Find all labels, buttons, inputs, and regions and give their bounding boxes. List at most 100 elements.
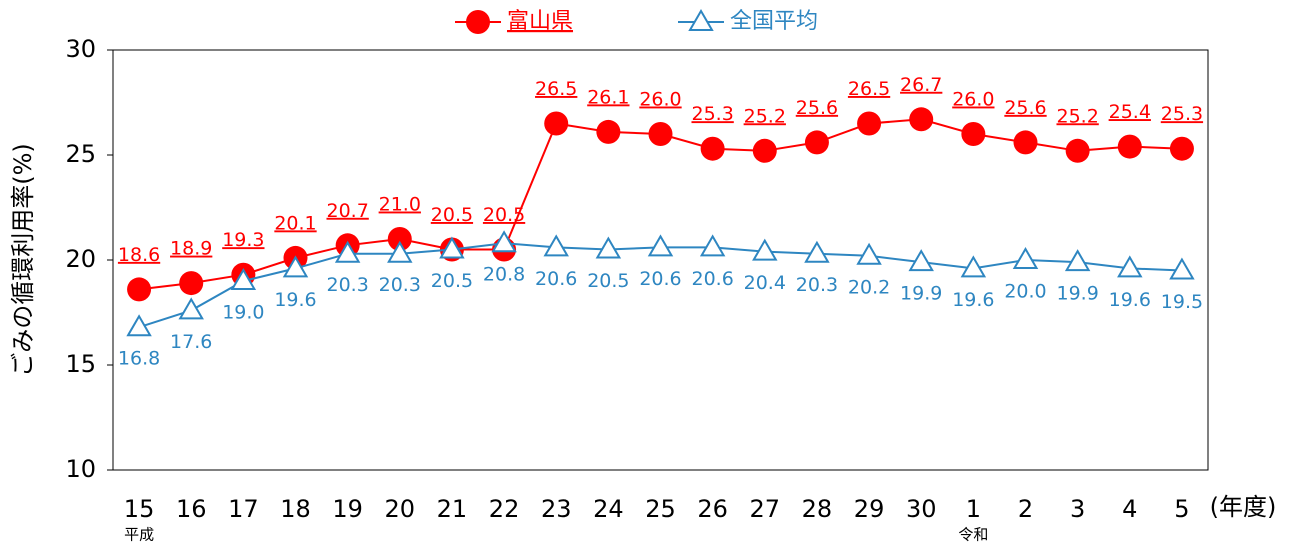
x-tick-label: 4 bbox=[1122, 495, 1137, 523]
data-point bbox=[127, 277, 152, 302]
data-point bbox=[1013, 130, 1038, 155]
data-point bbox=[491, 230, 517, 253]
x-tick-label: 2 bbox=[1018, 495, 1033, 523]
data-point bbox=[596, 119, 621, 144]
data-point bbox=[1169, 136, 1194, 161]
data-label: 20.1 bbox=[274, 212, 316, 234]
x-tick-label: 28 bbox=[802, 495, 833, 523]
data-point bbox=[439, 236, 465, 259]
data-label: 19.0 bbox=[222, 302, 264, 324]
data-point bbox=[804, 130, 829, 155]
data-point bbox=[857, 111, 882, 136]
x-axis-label: (年度) bbox=[1210, 493, 1277, 521]
data-point bbox=[1012, 247, 1039, 269]
data-label: 19.6 bbox=[952, 289, 994, 311]
y-tick-label: 25 bbox=[65, 140, 96, 168]
y-tick-label: 15 bbox=[65, 350, 96, 378]
x-tick-label: 15 bbox=[124, 495, 155, 523]
data-point bbox=[595, 236, 622, 259]
data-label: 26.0 bbox=[639, 89, 681, 111]
data-label: 26.1 bbox=[587, 86, 629, 108]
x-tick-label: 21 bbox=[437, 495, 468, 523]
legend-marker bbox=[688, 9, 714, 31]
data-point bbox=[1117, 255, 1143, 278]
data-label: 17.6 bbox=[170, 331, 212, 353]
x-tick-label: 27 bbox=[750, 495, 781, 523]
era-label: 平成 bbox=[124, 526, 154, 544]
x-tick-label: 18 bbox=[280, 495, 311, 523]
x-tick-label: 29 bbox=[854, 495, 885, 523]
data-label: 25.2 bbox=[744, 105, 786, 127]
data-label: 20.7 bbox=[326, 200, 368, 222]
data-label: 19.9 bbox=[900, 283, 942, 305]
data-label: 20.3 bbox=[379, 274, 421, 296]
data-label: 18.9 bbox=[170, 238, 212, 260]
data-point bbox=[752, 238, 778, 261]
x-tick-label: 22 bbox=[489, 495, 520, 523]
x-tick-label: 30 bbox=[906, 495, 937, 523]
data-point bbox=[179, 271, 204, 296]
y-axis-label: ごみの循環利用率(%) bbox=[9, 143, 37, 377]
x-tick-label: 26 bbox=[697, 495, 728, 523]
x-tick-label: 20 bbox=[385, 495, 416, 523]
data-point bbox=[178, 297, 204, 320]
x-tick-label: 19 bbox=[332, 495, 363, 523]
data-label: 20.5 bbox=[431, 270, 473, 292]
data-point bbox=[543, 234, 569, 257]
data-label: 20.5 bbox=[483, 204, 525, 226]
data-point bbox=[1117, 134, 1142, 159]
data-label: 19.6 bbox=[274, 289, 316, 311]
data-point bbox=[544, 111, 569, 136]
y-tick-label: 10 bbox=[65, 455, 96, 483]
data-label: 25.2 bbox=[1056, 105, 1098, 127]
x-tick-label: 25 bbox=[645, 495, 676, 523]
data-label: 20.3 bbox=[796, 274, 838, 296]
data-label: 18.6 bbox=[118, 244, 160, 266]
data-point bbox=[647, 234, 674, 257]
legend-marker bbox=[466, 10, 490, 34]
data-label: 21.0 bbox=[379, 194, 421, 216]
x-tick-label: 3 bbox=[1070, 495, 1085, 523]
y-tick-label: 30 bbox=[65, 35, 96, 63]
y-tick-label: 20 bbox=[65, 245, 96, 273]
data-label: 19.3 bbox=[222, 229, 264, 251]
data-point bbox=[856, 242, 882, 265]
data-point bbox=[334, 240, 361, 263]
data-point bbox=[961, 122, 986, 146]
data-label: 20.6 bbox=[639, 268, 681, 290]
x-tick-label: 24 bbox=[593, 495, 624, 523]
data-label: 26.5 bbox=[535, 78, 577, 100]
data-label: 20.5 bbox=[431, 204, 473, 226]
data-label: 25.6 bbox=[796, 97, 838, 119]
data-label: 25.4 bbox=[1109, 101, 1151, 123]
data-label: 20.3 bbox=[326, 274, 368, 296]
data-point bbox=[648, 122, 673, 146]
data-label: 20.8 bbox=[483, 264, 525, 286]
data-label: 25.3 bbox=[691, 103, 733, 125]
data-label: 19.9 bbox=[1056, 283, 1098, 305]
data-label: 25.6 bbox=[1004, 97, 1046, 119]
data-point bbox=[699, 234, 726, 257]
data-label: 20.2 bbox=[848, 276, 890, 298]
x-tick-label: 17 bbox=[228, 495, 259, 523]
data-point bbox=[804, 240, 830, 263]
data-label: 26.0 bbox=[952, 89, 994, 111]
data-label: 25.3 bbox=[1161, 103, 1203, 125]
data-label: 20.6 bbox=[691, 268, 733, 290]
data-point bbox=[909, 107, 934, 132]
legend-label: 全国平均 bbox=[730, 9, 818, 34]
data-point bbox=[752, 138, 777, 163]
data-point bbox=[230, 268, 257, 290]
data-label: 19.5 bbox=[1161, 291, 1203, 313]
data-point bbox=[387, 240, 413, 263]
data-point bbox=[126, 314, 152, 337]
x-tick-label: 1 bbox=[966, 495, 981, 523]
data-point bbox=[282, 255, 309, 278]
data-point bbox=[1065, 138, 1090, 163]
data-label: 26.7 bbox=[900, 74, 942, 96]
data-point bbox=[1064, 249, 1091, 272]
data-point bbox=[700, 136, 725, 161]
x-tick-label: 23 bbox=[541, 495, 572, 523]
x-tick-label: 5 bbox=[1174, 495, 1189, 523]
